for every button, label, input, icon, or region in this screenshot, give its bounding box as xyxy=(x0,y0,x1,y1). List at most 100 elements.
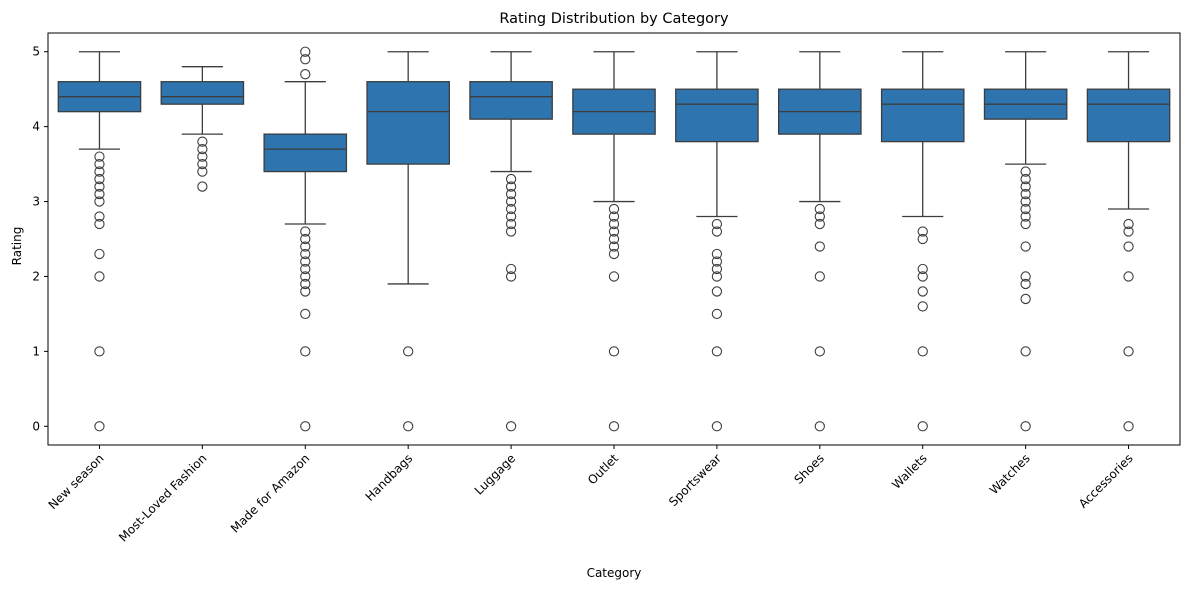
x-tick-label: Outlet xyxy=(585,451,621,487)
outlier-made-for-amazon xyxy=(300,233,311,245)
outlier-shoes xyxy=(814,421,825,432)
outlier-made-for-amazon xyxy=(300,226,311,237)
outlier-new-season xyxy=(94,188,105,200)
outlier-most-loved-fashion xyxy=(197,136,208,147)
outlier-wallets xyxy=(917,301,928,312)
box-sportswear xyxy=(675,88,759,143)
outlier-new-season xyxy=(94,173,105,185)
outlier-wallets xyxy=(917,346,928,357)
outlier-handbags xyxy=(403,346,414,357)
x-tick-label: Luggage xyxy=(472,451,518,497)
x-axis-label: Category xyxy=(587,566,642,580)
outlier-made-for-amazon xyxy=(300,263,311,275)
plot-area: 0 1 2 3 4 5 New season Most-Loved Fashion Made f… xyxy=(32,32,1181,545)
outlier-luggage xyxy=(505,211,517,222)
outlier-wallets xyxy=(917,263,928,275)
outlier-made-for-amazon xyxy=(300,286,311,297)
outlier-watches xyxy=(1020,218,1031,230)
outlier-sportswear xyxy=(711,263,723,275)
outlier-most-loved-fashion xyxy=(197,143,208,155)
x-tick-label: Most-Loved Fashion xyxy=(116,451,209,544)
outlier-watches xyxy=(1020,203,1031,215)
outlier-accessories xyxy=(1123,241,1134,252)
outlier-outlet xyxy=(608,211,620,222)
y-tick-label: 3 xyxy=(32,195,40,209)
outlier-watches xyxy=(1020,173,1031,185)
x-tick-label: Handbags xyxy=(363,451,416,504)
outlier-new-season xyxy=(94,218,105,230)
outlier-new-season xyxy=(94,271,105,282)
outlier-sportswear xyxy=(711,286,723,297)
outlier-shoes xyxy=(814,218,825,230)
outlier-made-for-amazon xyxy=(300,54,311,65)
outlier-luggage xyxy=(505,226,517,237)
outlier-outlet xyxy=(608,346,620,357)
x-tick-label: Watches xyxy=(987,451,1033,497)
y-tick-label: 5 xyxy=(32,45,40,59)
outlier-new-season xyxy=(94,421,105,432)
outlier-wallets xyxy=(917,233,928,245)
outlier-watches xyxy=(1020,421,1031,432)
outlier-made-for-amazon xyxy=(300,308,311,320)
outlier-outlet xyxy=(608,233,620,245)
outlier-made-for-amazon xyxy=(300,346,311,357)
outlier-sportswear xyxy=(711,248,723,260)
outlier-luggage xyxy=(505,188,517,200)
outlier-most-loved-fashion xyxy=(197,151,208,162)
outlier-made-for-amazon xyxy=(300,256,311,267)
outlier-new-season xyxy=(94,196,105,207)
outlier-sportswear xyxy=(711,218,723,230)
outlier-outlet xyxy=(608,226,620,237)
y-tick-label: 0 xyxy=(32,419,40,433)
outlier-watches xyxy=(1020,346,1031,357)
outlier-outlet xyxy=(608,271,620,282)
outlier-shoes xyxy=(814,241,825,252)
outlier-watches xyxy=(1020,196,1031,207)
outlier-new-season xyxy=(94,248,105,260)
box-accessories xyxy=(1086,88,1171,143)
box-made-for-amazon xyxy=(263,133,348,173)
outlier-most-loved-fashion xyxy=(197,166,208,177)
box-luggage xyxy=(469,81,553,120)
outlier-watches xyxy=(1020,166,1031,177)
outlier-shoes xyxy=(814,346,825,357)
outlier-accessories xyxy=(1123,218,1134,230)
outlier-most-loved-fashion xyxy=(197,158,208,170)
x-tick-label: Shoes xyxy=(791,451,826,486)
outlier-luggage xyxy=(505,271,517,282)
chart-title: Rating Distribution by Category xyxy=(499,11,729,27)
outlier-sportswear xyxy=(711,346,723,357)
outlier-made-for-amazon xyxy=(300,248,311,260)
outlier-new-season xyxy=(94,151,105,162)
outlier-sportswear xyxy=(711,226,723,237)
outlier-accessories xyxy=(1123,421,1134,432)
x-tick-label: Sportswear xyxy=(666,451,724,509)
outlier-watches xyxy=(1020,241,1031,252)
outlier-accessories xyxy=(1123,346,1134,357)
outlier-watches xyxy=(1020,271,1031,282)
outlier-made-for-amazon xyxy=(300,69,311,80)
outlier-new-season xyxy=(94,158,105,170)
outlier-outlet xyxy=(608,248,620,260)
outlier-watches xyxy=(1020,211,1031,222)
outlier-wallets xyxy=(917,271,928,282)
outlier-most-loved-fashion xyxy=(197,181,208,192)
outlier-luggage xyxy=(505,421,517,432)
outlier-outlet xyxy=(608,218,620,230)
outlier-made-for-amazon xyxy=(300,278,311,290)
x-tick-label: Accessories xyxy=(1076,451,1136,511)
outlier-outlet xyxy=(608,241,620,252)
outlier-new-season xyxy=(94,181,105,192)
x-tick-label: Wallets xyxy=(889,451,930,492)
outlier-watches xyxy=(1020,188,1031,200)
outlier-luggage xyxy=(505,181,517,192)
outlier-new-season xyxy=(94,211,105,222)
outlier-made-for-amazon xyxy=(300,421,311,432)
outlier-outlet xyxy=(608,421,620,432)
x-tick-label: New season xyxy=(46,451,107,512)
outlier-accessories xyxy=(1123,226,1134,237)
outlier-sportswear xyxy=(711,308,723,320)
x-tick-label: Made for Amazon xyxy=(228,451,312,535)
outlier-luggage xyxy=(505,203,517,215)
